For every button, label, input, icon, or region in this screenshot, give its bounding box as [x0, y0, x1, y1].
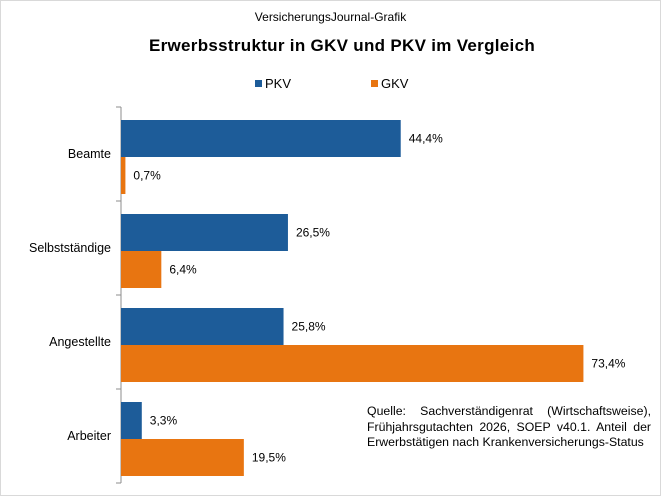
data-label-gkv: 0,7%: [133, 169, 161, 183]
bar-gkv: [121, 157, 126, 194]
bar-pkv: [121, 308, 284, 345]
bar-gkv: [121, 345, 584, 382]
data-label-pkv: 25,8%: [292, 320, 326, 334]
data-label-gkv: 19,5%: [252, 451, 286, 465]
category-label: Angestellte: [49, 335, 111, 349]
source-note: Quelle: Sachverständigenrat (Wirtschafts…: [367, 404, 651, 449]
category-label: Arbeiter: [67, 429, 111, 443]
legend-swatch-gkv: [371, 80, 378, 87]
bar-gkv: [121, 439, 244, 476]
bar-gkv: [121, 251, 162, 288]
chart-title: Erwerbsstruktur in GKV und PKV im Vergle…: [148, 36, 536, 55]
category-label: Beamte: [68, 147, 111, 161]
data-label-pkv: 3,3%: [150, 414, 178, 428]
source-label: VersicherungsJournal-Grafik: [254, 10, 407, 24]
legend: PKV GKV: [0, 76, 661, 96]
legend-swatch-pkv: [255, 80, 262, 87]
data-label-gkv: 73,4%: [591, 357, 625, 371]
legend-item-gkv: GKV: [371, 76, 408, 91]
bar-pkv: [121, 214, 288, 251]
bar-pkv: [121, 402, 142, 439]
legend-item-pkv: PKV: [255, 76, 291, 91]
data-label-gkv: 6,4%: [169, 263, 197, 277]
data-label-pkv: 26,5%: [296, 226, 330, 240]
legend-label-gkv: GKV: [381, 76, 409, 91]
category-label: Selbstständige: [29, 241, 111, 255]
legend-label-pkv: PKV: [265, 76, 292, 91]
bar-pkv: [121, 120, 401, 157]
data-label-pkv: 44,4%: [409, 132, 443, 146]
